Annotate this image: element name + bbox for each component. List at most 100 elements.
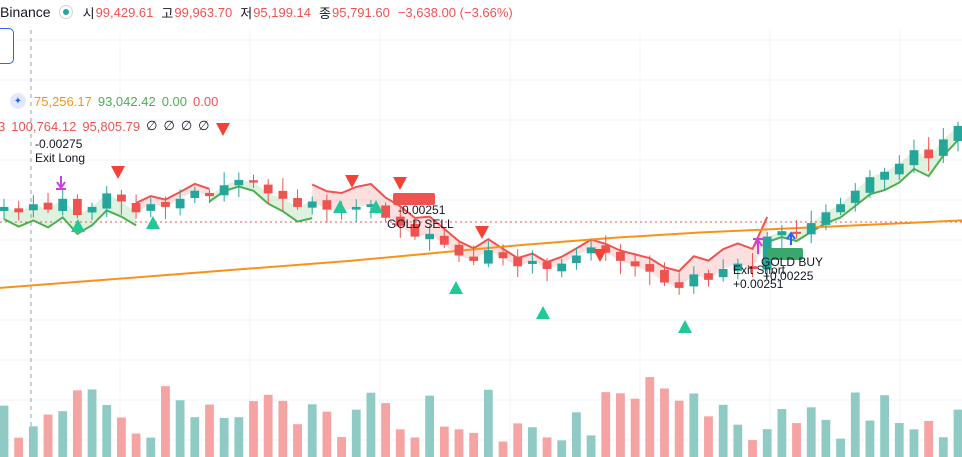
volume-bar xyxy=(410,437,420,457)
candle-body xyxy=(953,125,962,141)
candle-body xyxy=(865,177,875,193)
candle-body xyxy=(806,223,816,235)
candle-body xyxy=(704,273,713,280)
candle-body xyxy=(498,252,508,259)
volume-bar xyxy=(909,429,919,457)
candle-body xyxy=(28,204,38,211)
close-key: 종 xyxy=(319,5,331,21)
volume-bar xyxy=(601,392,611,457)
volume-bar xyxy=(28,426,38,457)
low-value: 95,199.14 xyxy=(253,4,312,20)
candle-body xyxy=(513,256,523,267)
volume-bar xyxy=(234,417,244,457)
candle-body xyxy=(175,198,185,209)
open-key: 시 xyxy=(82,5,95,21)
volume-bar xyxy=(571,412,581,457)
exit-short-marker xyxy=(753,238,763,254)
volume-bar xyxy=(351,409,361,457)
band-fill-up xyxy=(209,179,313,222)
volume-bar xyxy=(146,437,156,457)
candle-body xyxy=(117,194,126,202)
sell-signal-arrow xyxy=(393,177,407,190)
indicator-legend-2: 3 100,764.12 95,805.79 ∅ ∅ ∅ ∅ xyxy=(0,118,215,134)
indicator-settings-icon[interactable]: ✦ xyxy=(10,93,26,109)
volume-bar xyxy=(381,403,391,457)
indicator-prefix: 3 xyxy=(0,118,6,134)
buy-signal-arrow xyxy=(146,216,160,229)
candle-body xyxy=(718,269,728,278)
trade-markers xyxy=(56,123,803,333)
candle-body xyxy=(748,266,757,269)
market-status-icon[interactable] xyxy=(58,5,73,19)
candle-body xyxy=(425,233,435,240)
candle-body xyxy=(439,235,449,245)
ema-line xyxy=(0,219,962,289)
candle-body xyxy=(527,260,537,264)
volume-bar xyxy=(542,437,552,457)
collapse-legend-button[interactable] xyxy=(0,28,14,64)
exit-long-marker xyxy=(56,176,66,190)
high-value: 99,963.70 xyxy=(174,4,233,20)
indicator-value: 95,805.79 xyxy=(82,118,141,134)
volume-bar xyxy=(850,392,860,457)
candle-body xyxy=(58,198,68,212)
volume-bar xyxy=(175,400,185,457)
volume-bar xyxy=(513,423,523,457)
candle-body xyxy=(557,263,567,272)
candle-body xyxy=(454,244,464,256)
candle-body xyxy=(351,206,361,210)
candle-body xyxy=(645,264,655,272)
volume-bar xyxy=(704,416,713,457)
gold-buy-label: GOLD BUY xyxy=(761,255,823,269)
candle-body xyxy=(322,200,332,210)
volume-bar xyxy=(865,420,875,457)
volume-bar xyxy=(307,404,317,457)
volume-bar xyxy=(777,409,787,457)
volume-bar xyxy=(821,419,831,457)
buy-signal-arrow xyxy=(449,281,463,294)
volume-bar xyxy=(117,417,126,457)
candle-body xyxy=(146,204,156,211)
candle-body xyxy=(836,204,845,213)
candle-body xyxy=(938,139,948,156)
volume-bar xyxy=(161,386,170,457)
volume-bar xyxy=(483,389,493,457)
exit-long-value: -0.00275 xyxy=(35,137,83,151)
band-lower-line xyxy=(3,209,137,236)
sell-signal-arrow xyxy=(593,249,607,262)
volume-bar xyxy=(102,405,112,457)
volume-bar xyxy=(660,388,669,457)
band-lower-line xyxy=(766,139,959,243)
exit-long-label: Exit Long xyxy=(35,151,85,165)
volume-bar xyxy=(58,411,68,457)
candle-body xyxy=(263,184,273,194)
candle-body xyxy=(190,190,200,198)
volume-bar xyxy=(645,377,655,457)
candle-body xyxy=(674,282,684,288)
band-upper-line xyxy=(311,182,769,273)
high-key: 고 xyxy=(161,5,174,21)
volume-bar xyxy=(953,409,962,457)
volume-bar xyxy=(806,407,816,457)
buy-signal-arrow xyxy=(71,219,85,232)
candle-body xyxy=(395,216,405,226)
candle-body xyxy=(131,202,141,213)
volume-bar xyxy=(924,420,934,457)
volume-bar xyxy=(674,400,684,457)
candle-body xyxy=(219,185,229,196)
candle-body xyxy=(0,206,9,211)
volume-bar xyxy=(630,398,640,457)
volume-bar xyxy=(14,437,24,457)
volume-bar xyxy=(616,393,625,457)
symbol-header: Binance 시 99,429.61 고 99,963.70 저 95,199.14… xyxy=(0,0,513,24)
candle-body xyxy=(689,274,699,287)
volume-bar xyxy=(880,395,890,457)
volume-bar xyxy=(689,393,699,457)
candle-body xyxy=(293,198,302,207)
candle-body xyxy=(850,190,860,203)
candle-body xyxy=(616,251,625,261)
volume-bar xyxy=(469,432,479,457)
volume-bar xyxy=(395,429,405,457)
volume-bars xyxy=(0,377,962,457)
